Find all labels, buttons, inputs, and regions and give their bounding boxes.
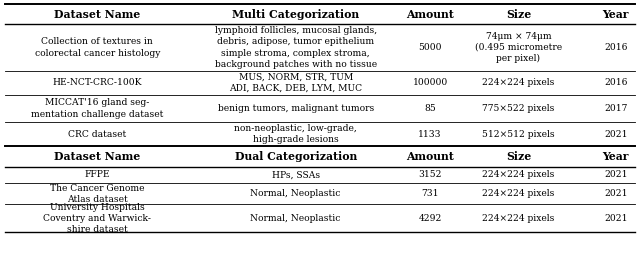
- Text: 1133: 1133: [419, 130, 442, 139]
- Text: 2021: 2021: [604, 189, 627, 198]
- Text: MUS, NORM, STR, TUM
ADI, BACK, DEB, LYM, MUC: MUS, NORM, STR, TUM ADI, BACK, DEB, LYM,…: [229, 73, 362, 93]
- Text: University Hospitals
Coventry and Warwick-
shire dataset: University Hospitals Coventry and Warwic…: [44, 203, 151, 234]
- Text: Normal, Neoplastic: Normal, Neoplastic: [250, 189, 341, 198]
- Text: 3152: 3152: [419, 170, 442, 179]
- Text: The Cancer Genome
Atlas dataset: The Cancer Genome Atlas dataset: [50, 184, 145, 204]
- Text: 2021: 2021: [604, 170, 627, 179]
- Text: Normal, Neoplastic: Normal, Neoplastic: [250, 214, 341, 223]
- Text: Size: Size: [506, 9, 531, 20]
- Text: 224×224 pixels: 224×224 pixels: [482, 78, 555, 88]
- Text: 5000: 5000: [419, 43, 442, 52]
- Text: 731: 731: [421, 189, 439, 198]
- Text: Amount: Amount: [406, 151, 454, 162]
- Text: 85: 85: [424, 104, 436, 113]
- Text: 74μm × 74μm
(0.495 micrometre
per pixel): 74μm × 74μm (0.495 micrometre per pixel): [475, 32, 562, 63]
- Text: Size: Size: [506, 151, 531, 162]
- Text: Dataset Name: Dataset Name: [54, 151, 140, 162]
- Text: 512×512 pixels: 512×512 pixels: [482, 130, 555, 139]
- Text: 2016: 2016: [604, 78, 627, 88]
- Text: 2017: 2017: [604, 104, 627, 113]
- Text: FFPE: FFPE: [84, 170, 110, 179]
- Text: MICCAT'16 gland seg-
mentation challenge dataset: MICCAT'16 gland seg- mentation challenge…: [31, 98, 163, 119]
- Text: Year: Year: [602, 9, 629, 20]
- Text: HE-NCT-CRC-100K: HE-NCT-CRC-100K: [52, 78, 142, 88]
- Text: benign tumors, malignant tumors: benign tumors, malignant tumors: [218, 104, 374, 113]
- Text: 224×224 pixels: 224×224 pixels: [482, 189, 555, 198]
- Text: Collection of textures in
colorectal cancer histology: Collection of textures in colorectal can…: [35, 38, 160, 57]
- Text: Dataset Name: Dataset Name: [54, 9, 140, 20]
- Text: CRC dataset: CRC dataset: [68, 130, 127, 139]
- Text: 2021: 2021: [604, 214, 627, 223]
- Text: 2021: 2021: [604, 130, 627, 139]
- Text: Multi Categorization: Multi Categorization: [232, 9, 359, 20]
- Text: 2016: 2016: [604, 43, 627, 52]
- Text: Year: Year: [602, 151, 629, 162]
- Text: non-neoplastic, low-grade,
high-grade lesions: non-neoplastic, low-grade, high-grade le…: [234, 124, 357, 144]
- Text: HPs, SSAs: HPs, SSAs: [271, 170, 320, 179]
- Text: lymphoid follicles, mucosal glands,
debris, adipose, tumor epithelium
simple str: lymphoid follicles, mucosal glands, debr…: [214, 26, 377, 69]
- Text: 4292: 4292: [419, 214, 442, 223]
- Text: 775×522 pixels: 775×522 pixels: [482, 104, 555, 113]
- Text: 100000: 100000: [412, 78, 448, 88]
- Text: Dual Categorization: Dual Categorization: [234, 151, 357, 162]
- Text: 224×224 pixels: 224×224 pixels: [482, 170, 555, 179]
- Text: Amount: Amount: [406, 9, 454, 20]
- Text: 224×224 pixels: 224×224 pixels: [482, 214, 555, 223]
